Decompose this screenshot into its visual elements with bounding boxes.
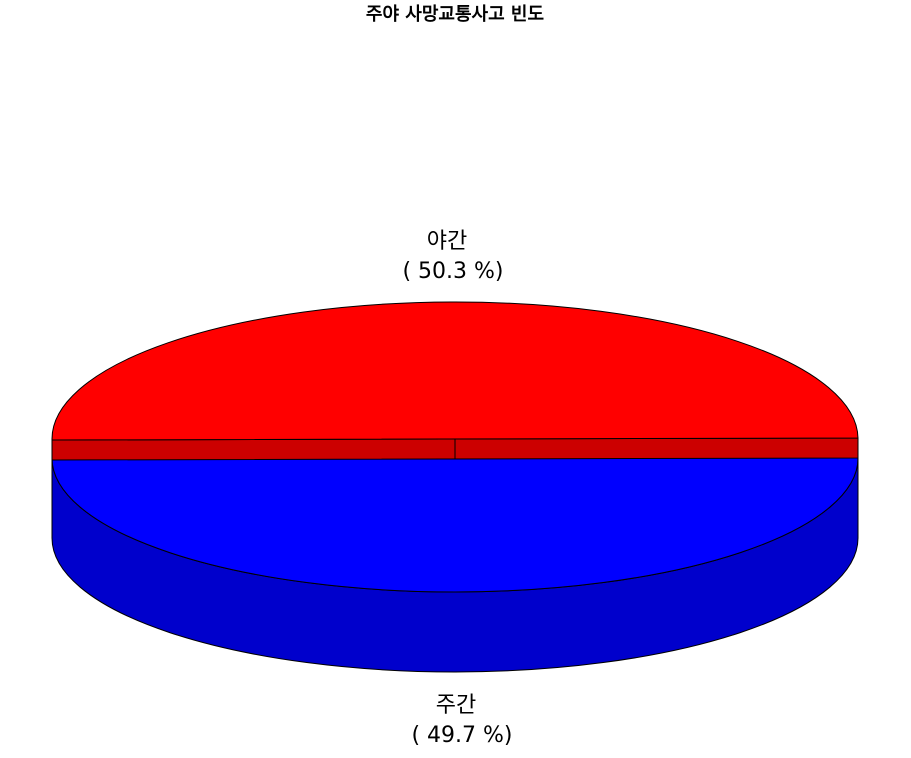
slice-label-daytime: 주간 bbox=[436, 693, 476, 718]
slice-value-nighttime: ( 50.3 %) bbox=[402, 259, 503, 284]
chart-title: 주야 사망교통사고 빈도 bbox=[366, 4, 544, 25]
slice-label-nighttime: 야간 bbox=[427, 229, 467, 254]
slice-top-nighttime bbox=[52, 302, 858, 440]
slice-value-daytime: ( 49.7 %) bbox=[411, 723, 512, 748]
